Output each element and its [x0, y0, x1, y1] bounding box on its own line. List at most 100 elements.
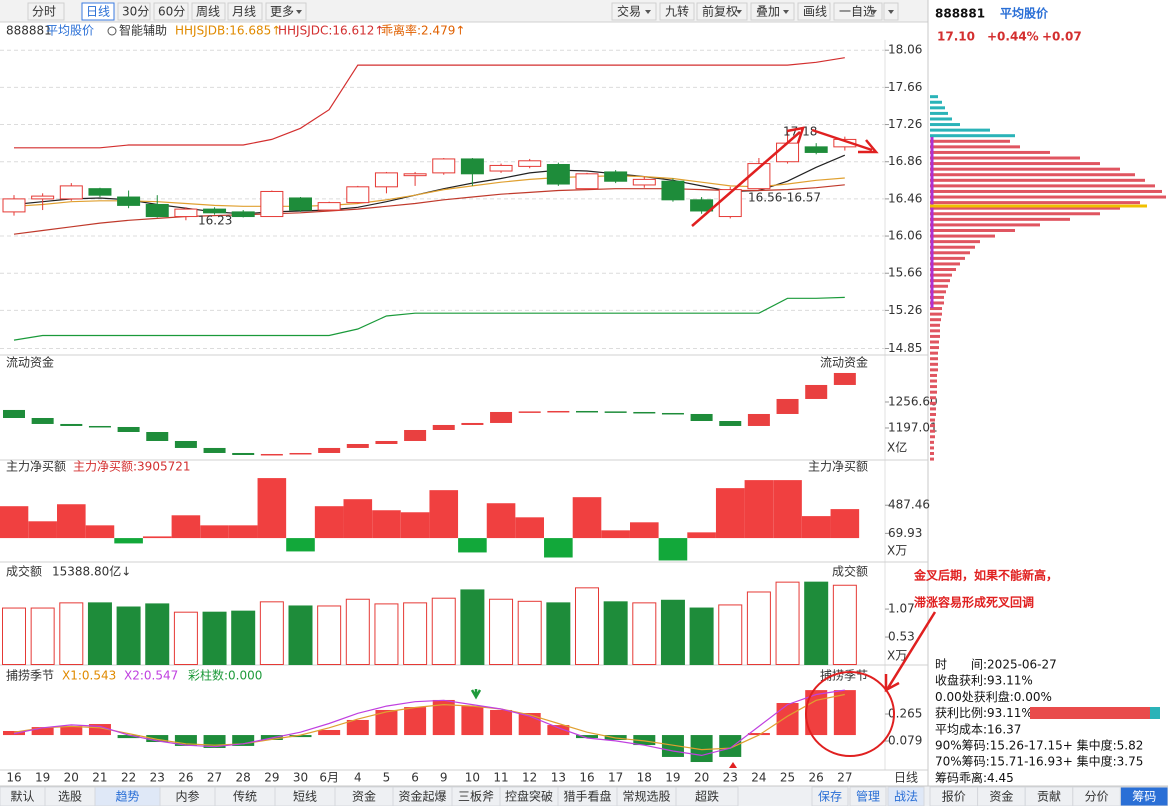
flow-bar	[776, 398, 799, 414]
flow-bar	[547, 410, 570, 413]
candle-body	[432, 158, 456, 174]
tab[interactable]	[675, 786, 739, 806]
tool-button[interactable]	[117, 2, 151, 21]
y-tick-label: 14.85	[888, 341, 922, 355]
tool-label[interactable]: 60分	[158, 5, 185, 19]
tab-label[interactable]: 常规选股	[622, 789, 670, 804]
x-tick-label: 21	[92, 771, 107, 785]
tab-label[interactable]: 传统	[233, 789, 257, 804]
tab-label[interactable]: 默认	[10, 789, 34, 804]
tab-label[interactable]: 资金	[352, 789, 376, 804]
chip-bar	[930, 162, 1100, 166]
tab-label[interactable]: 三板斧	[458, 790, 494, 804]
chip-bar	[930, 184, 1155, 188]
x-tick-label: 22	[121, 771, 136, 785]
season-bar	[174, 735, 197, 746]
tool-button[interactable]	[153, 2, 189, 21]
tab-label[interactable]: 筹码	[1132, 790, 1156, 804]
candle-body	[604, 171, 628, 182]
tab-label[interactable]: 短线	[293, 790, 317, 804]
tab-label[interactable]: 趋势	[115, 790, 139, 804]
chip-bar	[930, 279, 950, 283]
season-bar	[576, 735, 598, 739]
candle-body	[231, 211, 255, 218]
tool-label[interactable]: 一自选	[839, 5, 875, 19]
tool-label[interactable]: 周线	[196, 5, 220, 19]
tool-label[interactable]: 更多	[270, 5, 294, 19]
tool-label[interactable]: 九转	[665, 4, 689, 19]
tab[interactable]	[887, 786, 925, 806]
net-bar	[744, 480, 774, 539]
line-series	[13, 184, 845, 235]
tool-label[interactable]: 叠加	[756, 5, 780, 19]
line-series	[13, 693, 845, 751]
candle-body	[346, 186, 370, 204]
tool-button[interactable]	[750, 2, 795, 21]
tool-button[interactable]	[833, 2, 883, 21]
chip-bar	[930, 396, 936, 400]
season-bar	[747, 733, 770, 736]
season-bar	[375, 709, 398, 736]
tool-label[interactable]: 前复权	[702, 4, 738, 19]
season-bar	[117, 735, 140, 739]
tool-button[interactable]	[696, 2, 748, 21]
net-bar	[114, 538, 143, 544]
volume-bar	[575, 587, 599, 665]
tab-label[interactable]: 内参	[175, 789, 199, 804]
tab-label[interactable]: 超跌	[695, 789, 719, 804]
x-tick-label: 25	[780, 771, 795, 785]
tool-label[interactable]: 日线	[86, 5, 110, 19]
x-tick-label: 23	[723, 771, 738, 785]
chip-bar	[930, 373, 937, 377]
chip-bar	[930, 217, 1070, 221]
tab-label[interactable]: 资金	[989, 789, 1013, 804]
tab-label[interactable]: 选股	[58, 790, 82, 804]
tab-label[interactable]: 管理	[856, 789, 880, 804]
tool-label[interactable]: 月线	[232, 5, 256, 19]
tab-label[interactable]: 猎手看盘	[563, 789, 611, 804]
tool-label[interactable]: 交易	[617, 4, 641, 19]
tab[interactable]	[1119, 786, 1168, 806]
chip-bar	[930, 368, 938, 372]
tab-label[interactable]: 战法	[894, 790, 918, 804]
chip-bar	[930, 440, 934, 444]
net-bar	[715, 488, 745, 539]
volume-bar	[30, 607, 55, 666]
net-bar	[57, 504, 86, 539]
tool-label[interactable]: 画线	[803, 5, 827, 19]
dropdown-icon	[296, 10, 302, 14]
chip-bar	[930, 228, 1015, 232]
net-bar	[687, 532, 716, 539]
candle-body	[489, 164, 513, 172]
flow-bar	[203, 447, 226, 453]
candle-body	[833, 138, 857, 148]
tab-label[interactable]: 资金起爆	[398, 789, 446, 804]
tool-button[interactable]	[227, 2, 263, 21]
signal-arrow	[729, 762, 737, 768]
tool-button[interactable]	[611, 2, 657, 21]
tool-label[interactable]: 30分	[122, 5, 149, 19]
x-tick-label: 19	[35, 771, 50, 785]
tab[interactable]	[811, 786, 849, 806]
flow-bar	[461, 422, 484, 425]
tool-button[interactable]	[265, 2, 307, 21]
tab-label[interactable]: 保存	[818, 790, 842, 804]
tool-button[interactable]	[659, 2, 695, 21]
y-tick-label: 69.93	[888, 526, 922, 540]
tool-button[interactable]	[191, 2, 226, 21]
tab-label[interactable]: 报价	[942, 789, 966, 804]
tool-button[interactable]	[27, 2, 65, 21]
chip-bar	[930, 273, 952, 277]
panel-title: 流动资金	[6, 355, 54, 370]
dropdown-icon	[888, 10, 894, 14]
tool-label[interactable]: 分时	[32, 5, 56, 19]
tab[interactable]	[849, 786, 887, 806]
season-bar	[633, 735, 656, 746]
tab-label[interactable]: 贡献	[1037, 789, 1061, 804]
tab-label[interactable]: 分价	[1085, 790, 1109, 804]
tab-label[interactable]: 控盘突破	[505, 789, 553, 804]
y-tick-label: 0.079	[888, 734, 922, 748]
tool-button[interactable]	[797, 2, 831, 21]
y-tick-label: 17.26	[888, 117, 922, 131]
tool-button[interactable]	[81, 2, 115, 21]
